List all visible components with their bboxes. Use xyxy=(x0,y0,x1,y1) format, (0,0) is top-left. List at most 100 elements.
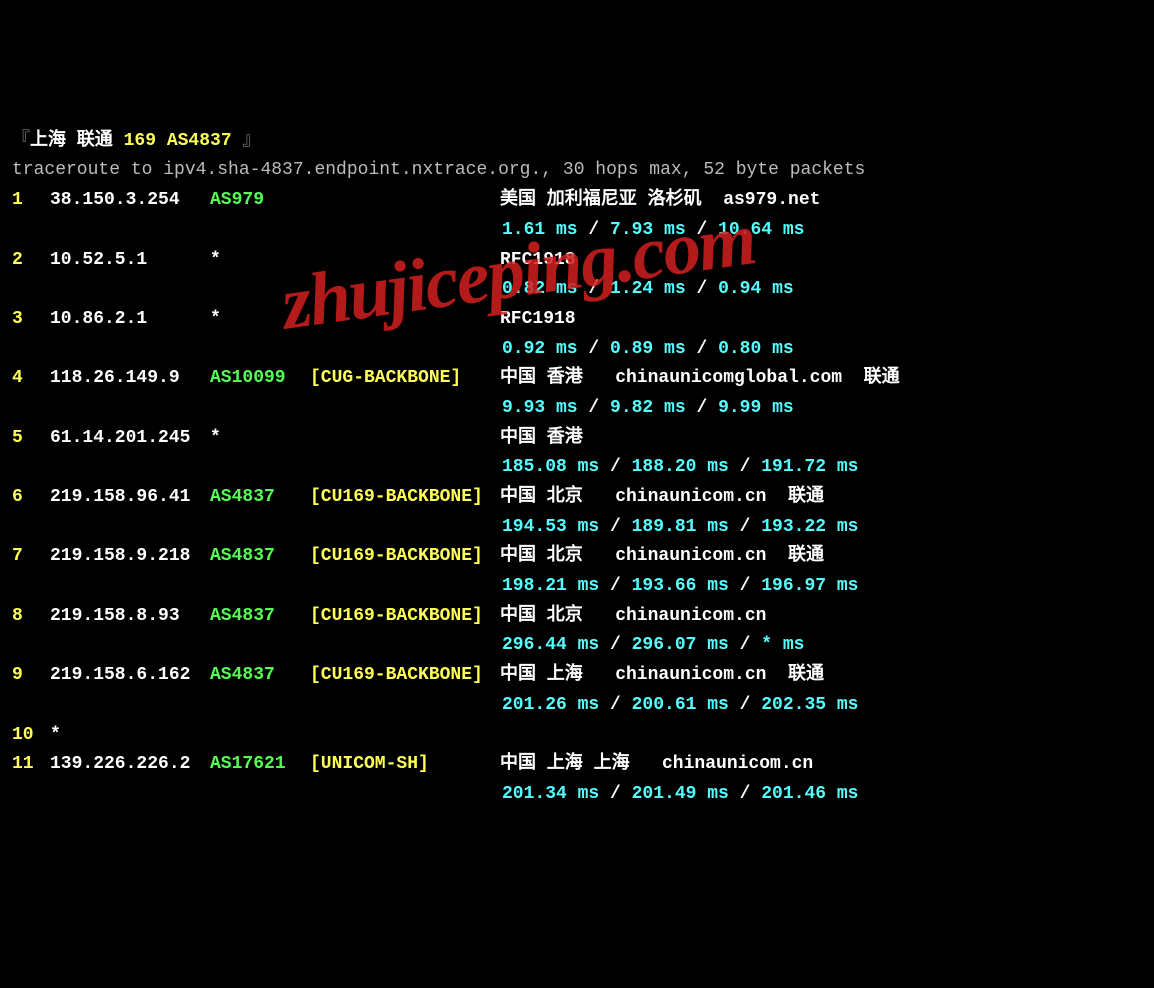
hop-ip: 61.14.201.245 xyxy=(50,424,210,454)
hop-latency: 296.07 ms xyxy=(632,635,729,655)
latency-indent xyxy=(12,631,502,661)
hop-number: 8 xyxy=(12,602,50,632)
hop-latency: 198.21 ms xyxy=(502,576,599,596)
latency-indent xyxy=(12,453,502,483)
hop-geo: 中国 上海 chinaunicom.cn 联通 xyxy=(500,665,824,685)
hop-number: 9 xyxy=(12,661,50,691)
hop-backbone: [CUG-BACKBONE] xyxy=(310,364,500,394)
hop-asn: AS17621 xyxy=(210,750,310,780)
hop-geo: 美国 加利福尼亚 洛杉矶 as979.net xyxy=(500,190,820,210)
terminal-output: 『上海 联通 169 AS4837 』 traceroute to ipv4.s… xyxy=(12,127,1142,810)
hop-ip: 139.226.226.2 xyxy=(50,750,210,780)
latency-indent xyxy=(12,691,502,721)
hop-latency: 201.49 ms xyxy=(632,784,729,804)
hop-ip: 10.52.5.1 xyxy=(50,246,210,276)
hop-number: 6 xyxy=(12,483,50,513)
hop-latency: 191.72 ms xyxy=(761,457,858,477)
hop-backbone: [UNICOM-SH] xyxy=(310,750,500,780)
hop-backbone: [CU169-BACKBONE] xyxy=(310,602,500,632)
latency-separator: / xyxy=(686,220,718,240)
hop-asn: AS4837 xyxy=(210,542,310,572)
hop-number: 3 xyxy=(12,305,50,335)
hop-geo: RFC1918 xyxy=(500,309,576,329)
latency-separator: / xyxy=(686,279,718,299)
latency-indent xyxy=(12,394,502,424)
hop-geo: 中国 香港 chinaunicomglobal.com 联通 xyxy=(500,368,900,388)
hop-latency: 296.44 ms xyxy=(502,635,599,655)
hop-asn: AS4837 xyxy=(210,602,310,632)
latency-indent xyxy=(12,275,502,305)
hop-latency: 200.61 ms xyxy=(632,695,729,715)
latency-separator: / xyxy=(729,457,761,477)
hop-backbone: [CU169-BACKBONE] xyxy=(310,542,500,572)
hop-ip: 10.86.2.1 xyxy=(50,305,210,335)
hop-asn: AS10099 xyxy=(210,364,310,394)
hop-number: 4 xyxy=(12,364,50,394)
latency-separator: / xyxy=(599,695,631,715)
hop-asn-star: * xyxy=(210,305,500,335)
latency-separator: / xyxy=(599,784,631,804)
hop-geo: 中国 上海 上海 chinaunicom.cn xyxy=(500,754,813,774)
hop-latency: 189.81 ms xyxy=(632,517,729,537)
hop-ip: 219.158.9.218 xyxy=(50,542,210,572)
latency-separator: / xyxy=(578,339,610,359)
hop-geo: 中国 北京 chinaunicom.cn 联通 xyxy=(500,487,824,507)
hop-geo: 中国 北京 chinaunicom.cn 联通 xyxy=(500,546,824,566)
hop-latency: 0.82 ms xyxy=(502,279,578,299)
traceroute-command: traceroute to ipv4.sha-4837.endpoint.nxt… xyxy=(12,160,865,180)
hop-latency: 188.20 ms xyxy=(632,457,729,477)
hop-latency: 7.93 ms xyxy=(610,220,686,240)
hop-latency: 0.94 ms xyxy=(718,279,794,299)
hop-backbone: [CU169-BACKBONE] xyxy=(310,661,500,691)
hop-ip-star: * xyxy=(50,725,61,745)
latency-separator: / xyxy=(729,784,761,804)
latency-indent xyxy=(12,513,502,543)
latency-separator: / xyxy=(686,339,718,359)
hop-latency: 0.89 ms xyxy=(610,339,686,359)
header-location: 上海 联通 xyxy=(30,131,124,151)
hop-latency: 201.46 ms xyxy=(761,784,858,804)
hop-latency: 10.64 ms xyxy=(718,220,804,240)
hop-asn: AS979 xyxy=(210,186,310,216)
latency-separator: / xyxy=(578,398,610,418)
hop-number: 1 xyxy=(12,186,50,216)
hop-latency: 1.24 ms xyxy=(610,279,686,299)
hop-number: 11 xyxy=(12,750,50,780)
latency-indent xyxy=(12,780,502,810)
latency-separator: / xyxy=(599,576,631,596)
hop-number: 2 xyxy=(12,246,50,276)
hop-latency: 193.22 ms xyxy=(761,517,858,537)
hop-ip: 219.158.6.162 xyxy=(50,661,210,691)
hop-latency: 201.34 ms xyxy=(502,784,599,804)
hop-geo: 中国 北京 chinaunicom.cn xyxy=(500,606,766,626)
hop-latency: 202.35 ms xyxy=(761,695,858,715)
hop-asn-star: * xyxy=(210,424,500,454)
latency-indent xyxy=(12,335,502,365)
hop-geo: RFC1918 xyxy=(500,250,576,270)
hop-ip: 219.158.8.93 xyxy=(50,602,210,632)
hop-asn: AS4837 xyxy=(210,661,310,691)
latency-indent xyxy=(12,216,502,246)
header-close-bracket: 』 xyxy=(232,131,261,151)
hop-geo: 中国 香港 xyxy=(500,428,583,448)
hop-number: 10 xyxy=(12,721,50,751)
hop-number: 5 xyxy=(12,424,50,454)
hop-latency: 1.61 ms xyxy=(502,220,578,240)
hop-ip: 38.150.3.254 xyxy=(50,186,210,216)
hop-ip: 118.26.149.9 xyxy=(50,364,210,394)
hop-latency: 193.66 ms xyxy=(632,576,729,596)
header-asn: 169 AS4837 xyxy=(124,131,232,151)
hop-backbone: [CU169-BACKBONE] xyxy=(310,483,500,513)
latency-separator: / xyxy=(729,576,761,596)
hop-latency: * ms xyxy=(761,635,804,655)
latency-separator: / xyxy=(578,279,610,299)
hop-ip: 219.158.96.41 xyxy=(50,483,210,513)
hop-asn-star: * xyxy=(210,246,500,276)
hop-latency: 9.82 ms xyxy=(610,398,686,418)
latency-separator: / xyxy=(729,695,761,715)
latency-separator: / xyxy=(686,398,718,418)
latency-separator: / xyxy=(578,220,610,240)
hop-asn: AS4837 xyxy=(210,483,310,513)
hop-latency: 194.53 ms xyxy=(502,517,599,537)
hop-latency: 0.92 ms xyxy=(502,339,578,359)
